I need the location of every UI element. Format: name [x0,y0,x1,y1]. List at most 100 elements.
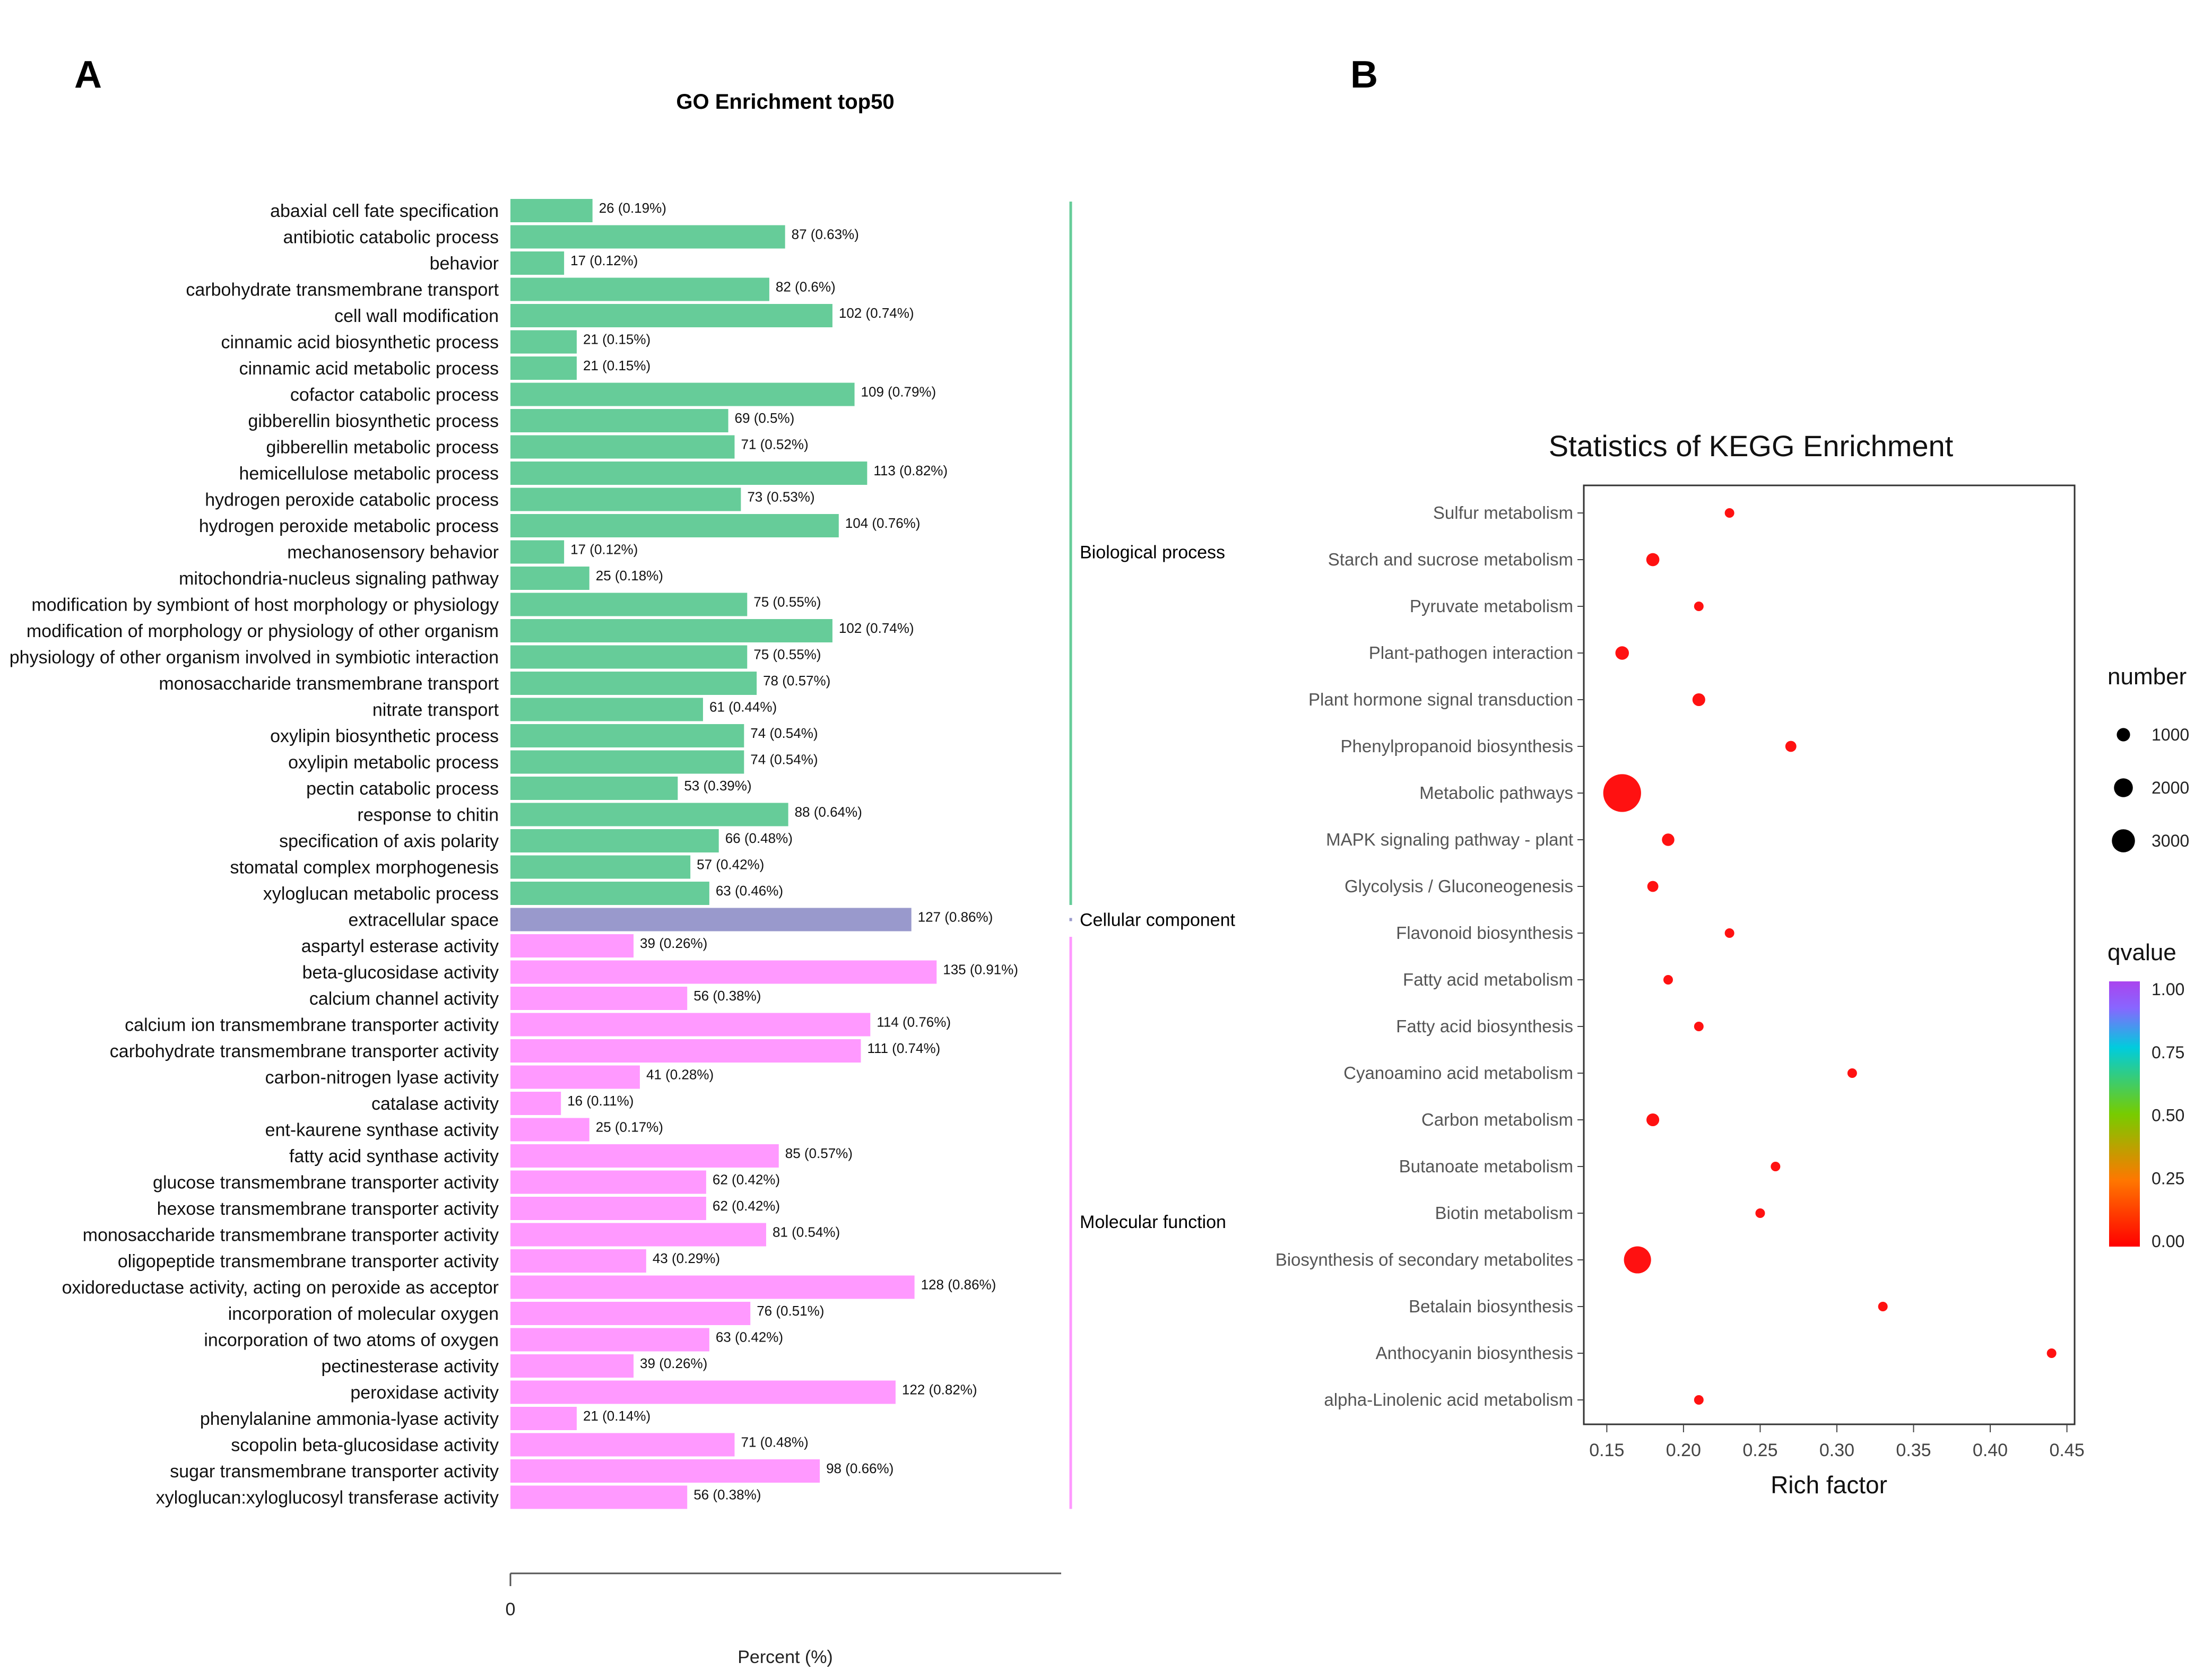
go-bar-sugar-transmembrane-transporter-activity [510,1459,820,1483]
go-bar-hydrogen-peroxide-metabolic-process [510,514,839,537]
qvalue-legend-label: 1.00 [2152,980,2184,999]
go-value-label: 61 (0.44%) [709,699,777,715]
go-term-label: xyloglucan:xyloglucosyl transferase acti… [156,1488,499,1508]
kegg-pathway-label: Biotin metabolism [1435,1203,1573,1223]
go-value-label: 21 (0.14%) [583,1408,651,1424]
go-bar-modification-by-symbiont-of-host-morphology-or-physiology [510,593,748,616]
go-value-label: 85 (0.57%) [785,1145,853,1161]
kegg-pathway-label: MAPK signaling pathway - plant [1326,830,1573,849]
go-term-label: calcium channel activity [309,989,499,1009]
kegg-point-fatty-acid-metabolism [1663,975,1673,985]
go-category-brackets: Biological process Cellular component Mole… [1069,202,1235,1509]
kegg-pathway-label: Plant-pathogen interaction [1369,643,1573,663]
go-term-label: cinnamic acid metabolic process [239,359,499,379]
go-term-label: incorporation of two atoms of oxygen [204,1330,499,1351]
size-legend: 1000 2000 3000 [2112,725,2189,852]
kegg-pathway-label: Sulfur metabolism [1433,503,1573,523]
kegg-point-flavonoid-biosynthesis [1724,928,1734,938]
go-value-label: 63 (0.42%) [716,1329,783,1345]
go-value-label: 75 (0.55%) [753,594,821,610]
go-bar-pectinesterase-activity [510,1354,634,1378]
go-bar-mitochondria-nucleus-signaling-pathway [510,567,589,590]
go-bar-beta-glucosidase-activity [510,960,937,984]
size-legend-dot [2114,778,2133,797]
go-x-axis: 0 Percent (%) [506,1572,1061,1667]
go-bar-incorporation-of-two-atoms-of-oxygen [510,1328,709,1352]
go-value-labels: 26 (0.19%)87 (0.63%)17 (0.12%)82 (0.6%)1… [567,200,1018,1503]
kegg-plot-panel [1583,484,2076,1425]
go-category-label-biological-process: Biological process [1080,543,1225,563]
go-value-label: 127 (0.86%) [918,909,993,925]
go-bar-gibberellin-metabolic-process [510,435,735,459]
go-value-label: 87 (0.63%) [792,227,859,242]
go-chart-title: GO Enrichment top50 [676,90,894,114]
size-legend-dot [2112,829,2135,852]
go-bar-hemicellulose-metabolic-process [510,462,868,485]
go-term-label: carbon-nitrogen lyase activity [265,1068,499,1088]
go-value-label: 66 (0.48%) [725,830,793,846]
go-bar-fatty-acid-synthase-activity [510,1144,779,1168]
go-value-label: 114 (0.76%) [877,1014,951,1030]
kegg-point-fatty-acid-biosynthesis [1694,1022,1704,1031]
go-value-label: 16 (0.11%) [567,1093,634,1109]
go-term-label: incorporation of molecular oxygen [228,1304,499,1324]
go-bar-aspartyl-esterase-activity [510,934,634,957]
kegg-pathway-label: Metabolic pathways [1419,783,1573,803]
go-term-label: catalase activity [371,1094,499,1114]
go-value-label: 26 (0.19%) [599,200,666,216]
go-value-label: 43 (0.29%) [653,1250,720,1266]
go-bar-peroxidase-activity [510,1380,896,1404]
kegg-x-tick-label: 0.15 [1589,1440,1624,1460]
go-bar-incorporation-of-molecular-oxygen [510,1302,751,1325]
go-bar-oxylipin-metabolic-process [510,750,744,774]
go-bar-xyloglucan-xyloglucosyl-transferase-activity [510,1485,688,1509]
go-term-label: abaxial cell fate specification [270,201,499,221]
go-bar-oligopeptide-transmembrane-transporter-activity [510,1249,646,1273]
go-value-label: 113 (0.82%) [873,463,948,478]
kegg-point-anthocyanin-biosynthesis [2046,1348,2057,1358]
go-value-label: 57 (0.42%) [697,857,764,873]
go-term-label: specification of axis polarity [279,831,499,851]
go-value-label: 81 (0.54%) [773,1224,840,1240]
go-term-label: carbohydrate transmembrane transport [186,280,499,300]
kegg-pathway-label: Cyanoamino acid metabolism [1343,1063,1573,1083]
go-term-label: modification by symbiont of host morphol… [31,595,499,615]
kegg-pathway-label: Fatty acid biosynthesis [1396,1016,1573,1036]
go-bar-response-to-chitin [510,803,788,826]
go-bar-antibiotic-catabolic-process [510,225,785,249]
go-bars [510,199,937,1509]
kegg-x-tick-label: 0.45 [2049,1440,2084,1460]
kegg-points [1603,508,2057,1405]
go-bar-stomatal-complex-morphogenesis [510,855,691,879]
go-bar-carbohydrate-transmembrane-transporter-activity [510,1039,861,1063]
go-value-label: 98 (0.66%) [826,1460,894,1476]
go-value-label: 71 (0.52%) [741,437,808,452]
go-term-label: aspartyl esterase activity [301,936,499,956]
go-value-label: 76 (0.51%) [757,1303,824,1319]
go-value-label: 122 (0.82%) [902,1382,977,1398]
go-value-label: 135 (0.91%) [943,962,1018,978]
kegg-x-tick-label: 0.40 [1973,1440,2008,1460]
kegg-x-tick-label: 0.20 [1666,1440,1701,1460]
kegg-point-cyanoamino-acid-metabolism [1847,1068,1857,1078]
panel-a-label: A [74,54,102,96]
size-legend-label: 2000 [2152,778,2189,797]
kegg-x-axis: 0.15 0.20 0.25 0.30 0.35 0.40 0.45 [1589,1424,2085,1460]
go-bar-hexose-transmembrane-transporter-activity [510,1197,706,1220]
go-value-label: 73 (0.53%) [747,489,814,505]
kegg-pathway-label: Betalain biosynthesis [1409,1296,1573,1316]
go-bar-extracellular-space [510,908,912,932]
go-bar-monosaccharide-transmembrane-transporter-activity [510,1223,766,1247]
go-value-label: 62 (0.42%) [713,1172,780,1188]
go-term-label: cofactor catabolic process [290,385,499,405]
go-bar-behavior [510,251,565,275]
go-bar-cofactor-catabolic-process [510,382,855,406]
go-value-label: 82 (0.6%) [776,279,836,295]
go-value-label: 71 (0.48%) [741,1434,808,1450]
go-term-label: gibberellin metabolic process [266,438,499,458]
go-value-label: 39 (0.26%) [640,1355,707,1371]
go-term-label: antibiotic catabolic process [283,228,499,248]
go-bar-monosaccharide-transmembrane-transport [510,672,757,695]
kegg-point-butanoate-metabolism [1771,1162,1781,1171]
go-bar-mechanosensory-behavior [510,540,565,564]
